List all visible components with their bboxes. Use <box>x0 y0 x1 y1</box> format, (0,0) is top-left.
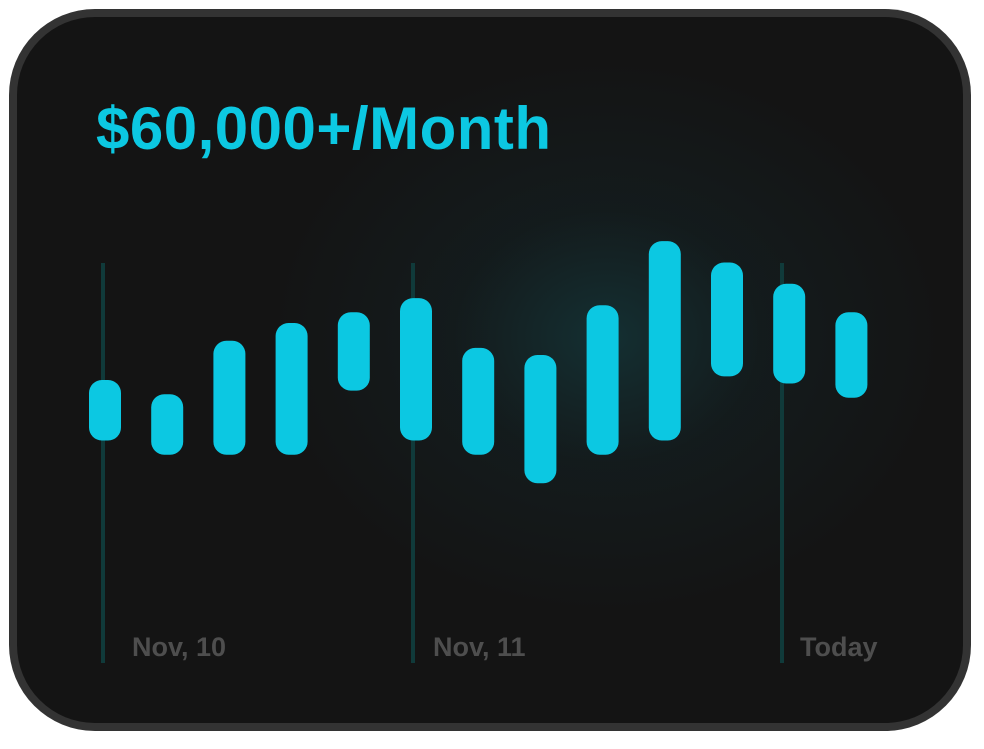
x-label-nov-10: Nov, 10 <box>132 632 227 662</box>
range-bar-10 <box>648 241 681 441</box>
range-bar-7 <box>462 347 495 455</box>
chart-title: $60,000+/Month <box>96 95 552 162</box>
range-bar-9 <box>586 305 619 455</box>
chart-card-inner: $60,000+/Month Nov, 10 Nov, 11 Today <box>17 17 963 723</box>
range-bar-4 <box>275 323 308 455</box>
x-label-nov-11: Nov, 11 <box>433 632 526 662</box>
range-bar-6 <box>400 298 432 441</box>
range-bar-8 <box>524 355 557 484</box>
x-label-today: Today <box>800 632 878 662</box>
range-bar-1 <box>89 380 121 441</box>
chart-card: $60,000+/Month Nov, 10 Nov, 11 Today <box>9 9 971 731</box>
range-bar-11 <box>711 262 743 377</box>
range-bar-chart <box>89 241 868 663</box>
range-bar-13 <box>835 312 868 398</box>
range-bar-3 <box>213 340 246 455</box>
range-bar-2 <box>151 394 184 455</box>
range-bar-12 <box>773 283 806 384</box>
range-bar-5 <box>337 312 370 391</box>
